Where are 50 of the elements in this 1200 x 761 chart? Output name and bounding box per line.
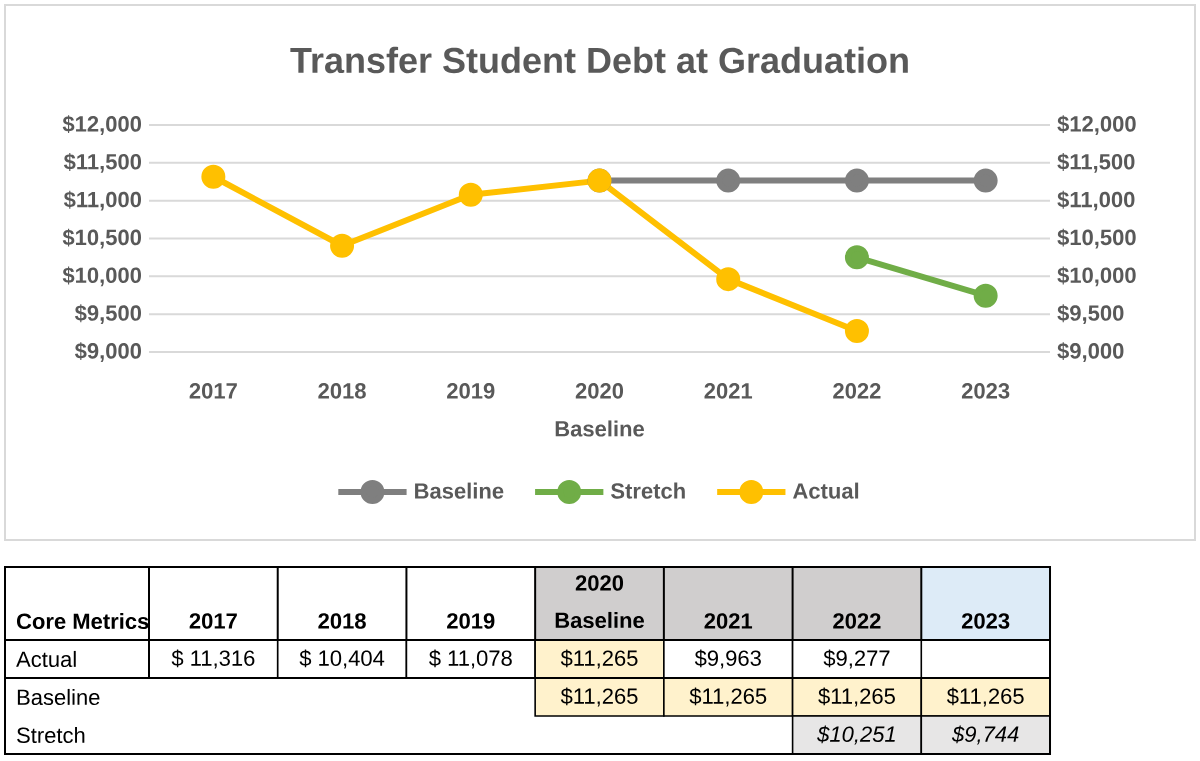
y-tick-label: $11,500 [63, 152, 142, 173]
category-label: 2023 [961, 613, 1010, 629]
y2-tick-label: $12,000 [1057, 115, 1136, 135]
x-tick-label: 2019 [447, 383, 495, 399]
y-tick-label: $9,000 [74, 342, 142, 362]
data-label: $10,251 [817, 725, 895, 745]
legend-label: Actual [792, 482, 859, 499]
data-label: $11,265 [560, 649, 638, 669]
category-label: 2021 [704, 613, 753, 629]
data-label: $11,265 [818, 687, 895, 707]
category-label: 2018 [318, 613, 366, 629]
text: Core Metrics [16, 612, 149, 630]
y-tick-label: $10,500 [62, 228, 142, 249]
y2-tick-label: $10,000 [1057, 266, 1136, 287]
y-tick-label: $10,000 [62, 266, 142, 287]
y2-tick-label: $11,500 [1057, 152, 1135, 173]
data-label: $ 11,078 [429, 649, 512, 669]
text: Baseline [17, 688, 100, 706]
y-tick-label: $9,500 [74, 304, 142, 325]
legend-label: Baseline [415, 482, 504, 499]
category-label: 2022 [833, 613, 881, 629]
y2-tick-label: $9,000 [1057, 342, 1124, 362]
category-label: 2020 [575, 575, 624, 591]
x-tick-label: 2021 [704, 383, 753, 399]
x-tick-label: 2023 [961, 383, 1010, 399]
data-label: $11,265 [689, 687, 767, 707]
data-label: $ 10,404 [299, 649, 385, 669]
y2-tick-label: $11,000 [1057, 190, 1135, 211]
category-label: 2019 [447, 613, 495, 629]
data-label: $11,265 [560, 687, 638, 707]
chart-title: Transfer Student Debt at Graduation [290, 46, 908, 74]
y-tick-label: $11,000 [63, 190, 142, 211]
legend-label: Stretch [611, 482, 685, 499]
x-tick-label: 2022 [833, 383, 881, 399]
text: Stretch [17, 726, 85, 744]
x-tick-label: 2020 [575, 383, 624, 399]
text: Baseline [555, 611, 644, 629]
y2-tick-label: $10,500 [1057, 228, 1136, 249]
data-label: $9,744 [951, 725, 1019, 745]
x-axis-title: Baseline [555, 420, 644, 437]
x-tick-label: 2017 [189, 383, 237, 399]
data-label: $9,277 [823, 649, 890, 669]
category-label: 2017 [189, 613, 237, 629]
y2-tick-label: $9,500 [1057, 304, 1124, 325]
y-tick-label: $12,000 [62, 115, 142, 135]
data-label: $11,265 [946, 687, 1024, 707]
text: Actual [16, 650, 76, 668]
data-label: $ 11,316 [171, 649, 255, 669]
data-label: $9,963 [694, 649, 761, 669]
x-tick-label: 2018 [318, 383, 366, 399]
